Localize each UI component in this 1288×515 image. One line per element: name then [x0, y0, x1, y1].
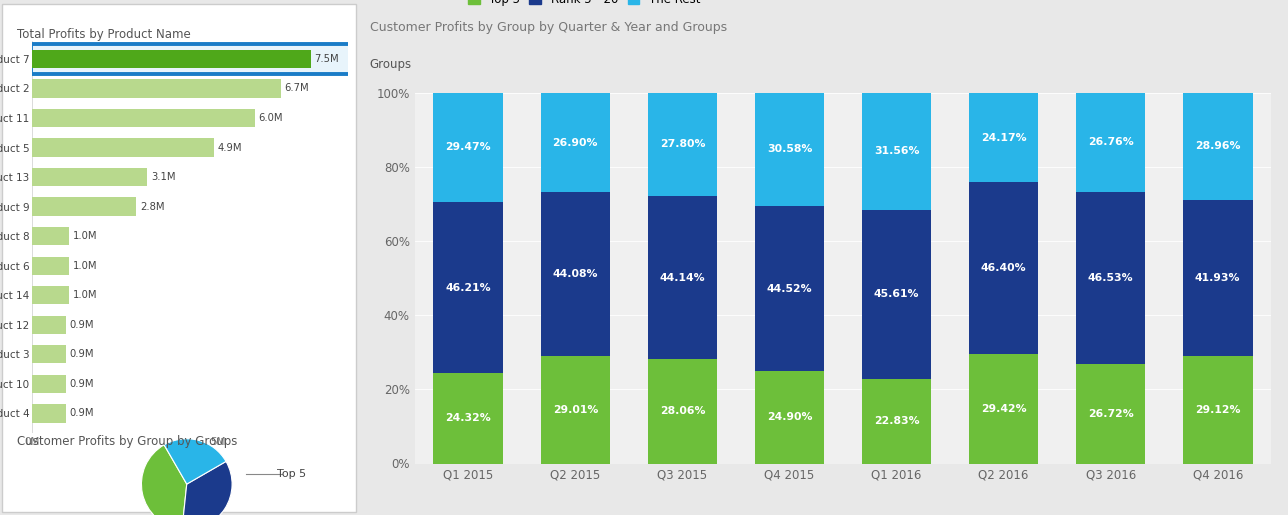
Bar	[862, 210, 931, 379]
Bar	[32, 139, 214, 157]
Text: 44.14%: 44.14%	[659, 272, 706, 283]
Bar	[32, 404, 66, 422]
Text: 0.9M: 0.9M	[70, 349, 94, 359]
Bar	[755, 206, 824, 371]
Bar	[648, 196, 717, 359]
Bar	[32, 168, 147, 186]
Text: 26.76%: 26.76%	[1088, 138, 1133, 147]
Bar	[541, 356, 611, 464]
Bar	[648, 93, 717, 196]
Bar	[32, 256, 70, 275]
Text: 0.9M: 0.9M	[70, 379, 94, 389]
Bar	[1075, 192, 1145, 365]
Text: 1.0M: 1.0M	[73, 261, 98, 271]
Text: Customer Profits by Group by Quarter & Year and Groups: Customer Profits by Group by Quarter & Y…	[370, 21, 726, 33]
Text: Customer Profits by Group by Groups: Customer Profits by Group by Groups	[17, 435, 237, 448]
Text: 27.80%: 27.80%	[659, 139, 705, 149]
Text: 6.0M: 6.0M	[259, 113, 283, 123]
Wedge shape	[182, 461, 232, 515]
Bar	[32, 316, 66, 334]
Legend: Top 5, Rank 5 - 20, The Rest: Top 5, Rank 5 - 20, The Rest	[468, 0, 701, 6]
Bar	[32, 286, 70, 304]
Text: 1.0M: 1.0M	[73, 231, 98, 241]
Bar	[648, 359, 717, 464]
Bar	[1182, 93, 1252, 200]
FancyBboxPatch shape	[1, 4, 355, 512]
Bar	[32, 375, 66, 393]
Text: 6.7M: 6.7M	[285, 83, 309, 93]
Text: 44.52%: 44.52%	[766, 284, 813, 294]
Text: 1.0M: 1.0M	[73, 290, 98, 300]
Text: 29.42%: 29.42%	[980, 404, 1027, 414]
Text: 44.08%: 44.08%	[553, 269, 598, 279]
Bar	[434, 93, 504, 202]
Wedge shape	[164, 439, 225, 484]
Bar	[1075, 93, 1145, 192]
Text: 30.58%: 30.58%	[766, 144, 813, 154]
Text: 0.9M: 0.9M	[70, 408, 94, 418]
Bar	[434, 202, 504, 373]
Bar	[755, 93, 824, 206]
Text: 26.72%: 26.72%	[1088, 409, 1133, 419]
Bar	[862, 379, 931, 464]
Text: Total Profits by Product Name: Total Profits by Product Name	[17, 28, 191, 41]
Text: 3.1M: 3.1M	[151, 172, 175, 182]
Bar	[541, 93, 611, 193]
Text: 22.83%: 22.83%	[873, 416, 920, 426]
Bar	[32, 345, 66, 364]
FancyBboxPatch shape	[31, 44, 350, 74]
Text: 45.61%: 45.61%	[873, 289, 920, 299]
Text: 24.17%: 24.17%	[980, 132, 1027, 143]
Bar	[434, 373, 504, 464]
Text: 46.40%: 46.40%	[980, 263, 1027, 273]
Text: 46.53%: 46.53%	[1088, 273, 1133, 283]
Text: 28.96%: 28.96%	[1195, 141, 1240, 151]
Bar	[32, 197, 137, 216]
Text: 2.8M: 2.8M	[140, 201, 165, 212]
Bar	[541, 193, 611, 356]
Text: 24.90%: 24.90%	[766, 413, 813, 422]
Bar	[32, 50, 310, 68]
Bar	[969, 354, 1038, 464]
Text: 29.01%: 29.01%	[553, 405, 598, 415]
Bar	[969, 93, 1038, 182]
Text: 7.5M: 7.5M	[314, 54, 339, 64]
Text: 0.9M: 0.9M	[70, 320, 94, 330]
Text: 4.9M: 4.9M	[218, 143, 242, 152]
Text: 24.32%: 24.32%	[446, 414, 491, 423]
Bar	[1075, 365, 1145, 464]
Bar	[1182, 355, 1252, 464]
Text: 29.47%: 29.47%	[446, 142, 491, 152]
Bar	[1182, 200, 1252, 355]
Text: 28.06%: 28.06%	[659, 406, 705, 417]
Bar	[755, 371, 824, 464]
Text: Groups: Groups	[370, 58, 412, 71]
Bar	[32, 109, 255, 127]
Text: 31.56%: 31.56%	[873, 146, 920, 156]
Text: 26.90%: 26.90%	[553, 138, 598, 148]
Text: 29.12%: 29.12%	[1195, 404, 1240, 415]
Bar	[969, 182, 1038, 354]
Wedge shape	[142, 445, 187, 515]
Bar	[862, 93, 931, 210]
Bar	[32, 79, 281, 98]
Text: 46.21%: 46.21%	[446, 283, 491, 293]
Text: Top 5: Top 5	[277, 469, 307, 479]
Bar	[32, 227, 70, 245]
Text: 41.93%: 41.93%	[1195, 273, 1240, 283]
